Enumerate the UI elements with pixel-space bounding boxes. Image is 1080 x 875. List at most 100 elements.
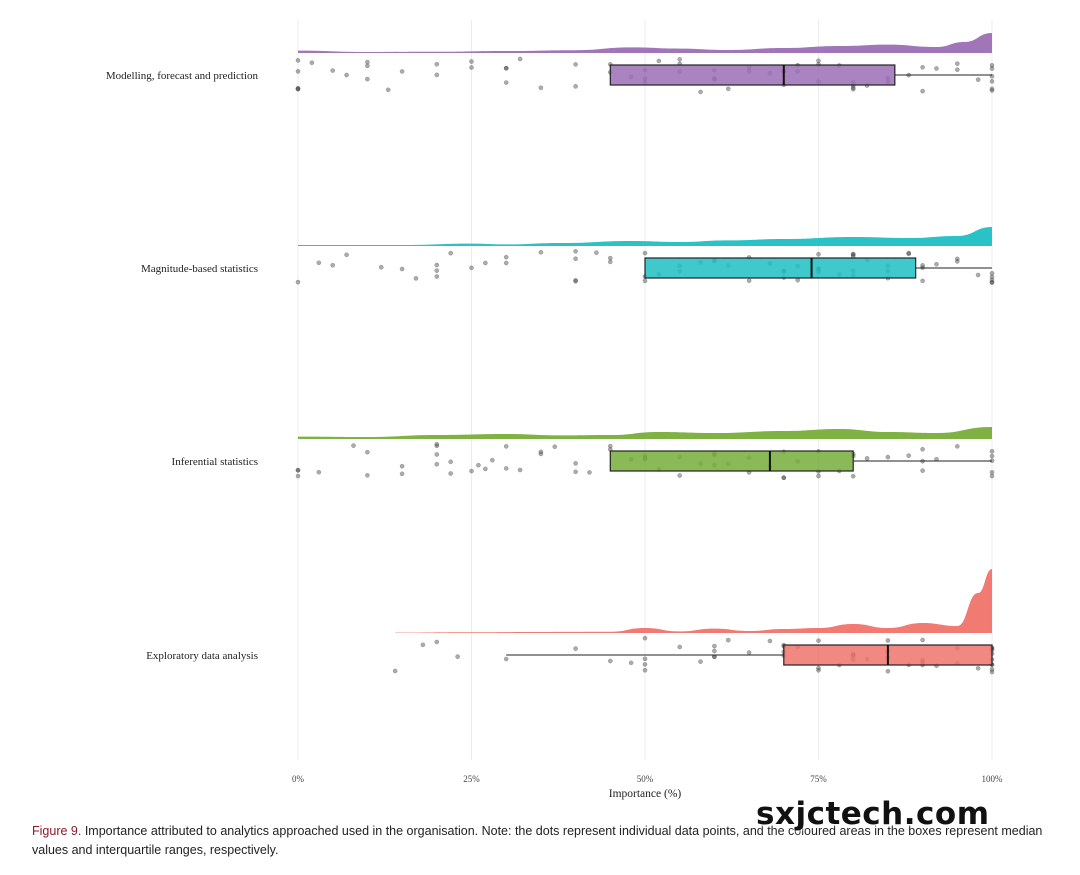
data-point [989, 63, 995, 68]
data-point [712, 648, 717, 654]
data-point [607, 259, 613, 265]
data-point [975, 665, 981, 671]
data-point [316, 260, 322, 266]
data-point [934, 66, 939, 71]
data-point [628, 660, 634, 666]
data-point [434, 274, 440, 279]
data-point [920, 446, 925, 452]
data-point [698, 659, 703, 664]
data-point [309, 60, 315, 66]
data-point [920, 468, 925, 473]
data-point [642, 278, 648, 284]
data-point [975, 272, 981, 278]
data-point [503, 254, 509, 260]
data-point [351, 443, 356, 448]
data-point [954, 61, 960, 66]
box [644, 257, 917, 279]
data-point [850, 251, 856, 257]
data-point [434, 461, 440, 467]
watermark-text: sxjctech.com [756, 796, 990, 832]
data-point [330, 262, 336, 268]
data-point [295, 58, 301, 63]
density-clouds [298, 33, 992, 633]
data-point [295, 473, 301, 479]
data-point [538, 451, 544, 457]
data-point [906, 453, 912, 458]
data-point [552, 444, 558, 450]
data-point [434, 61, 440, 67]
category-label: Exploratory data analysis [146, 650, 258, 662]
category-label: Modelling, forecast and prediction [106, 70, 259, 82]
data-point [850, 252, 856, 257]
category-label: Magnitude-based statistics [141, 263, 258, 275]
density-cloud [298, 227, 992, 246]
data-point [538, 449, 544, 455]
caption-text: Importance attributed to analytics appro… [32, 824, 1043, 857]
data-point [850, 86, 856, 92]
data-point [850, 473, 856, 479]
data-point [476, 462, 481, 468]
data-point [573, 469, 578, 475]
data-point [781, 475, 787, 481]
data-point [816, 665, 821, 671]
data-point [989, 449, 995, 454]
data-point [434, 441, 440, 447]
data-point [607, 658, 613, 664]
data-point [573, 62, 578, 67]
data-point [989, 669, 995, 675]
data-point [954, 67, 960, 73]
data-point [989, 280, 995, 285]
data-point [573, 277, 578, 283]
data-point [392, 668, 398, 674]
data-point [399, 471, 405, 477]
data-point [295, 467, 301, 473]
data-point [975, 77, 981, 82]
data-point [725, 86, 731, 92]
data-point [885, 638, 891, 643]
data-point [385, 87, 391, 93]
data-point [573, 256, 578, 262]
data-point [920, 278, 925, 284]
data-point [989, 473, 995, 479]
data-point [954, 443, 960, 449]
data-point [607, 255, 613, 261]
data-point [316, 469, 322, 475]
data-point [656, 58, 662, 64]
data-point [330, 68, 336, 73]
data-point [503, 65, 509, 71]
data-point [989, 66, 995, 71]
data-point [989, 86, 995, 92]
data-point [795, 277, 801, 283]
category-labels: Modelling, forecast and prediction Magnit… [106, 70, 259, 662]
data-point [399, 266, 405, 272]
data-point [295, 69, 301, 74]
data-point [295, 467, 301, 473]
data-point [642, 250, 648, 256]
box-plots [506, 64, 993, 666]
data-point [642, 662, 648, 667]
data-point [365, 59, 370, 65]
data-point [594, 250, 599, 256]
data-point [767, 638, 773, 644]
data-point [538, 249, 544, 255]
data-point [365, 63, 370, 69]
data-point [677, 57, 683, 62]
data-point [989, 453, 995, 459]
x-tick-label: 75% [810, 774, 827, 784]
x-tick-label: 50% [637, 774, 654, 784]
data-point [469, 468, 474, 474]
data-point [434, 262, 440, 268]
data-point [483, 466, 488, 472]
data-point [989, 280, 995, 285]
data-point [816, 251, 821, 257]
data-point [469, 65, 474, 70]
data-point [864, 455, 870, 461]
data-point [989, 666, 995, 672]
data-point [989, 277, 995, 283]
data-point [420, 642, 426, 648]
data-point [677, 473, 683, 478]
data-point [573, 84, 578, 89]
density-cloud [298, 427, 992, 439]
data-point [295, 86, 301, 92]
